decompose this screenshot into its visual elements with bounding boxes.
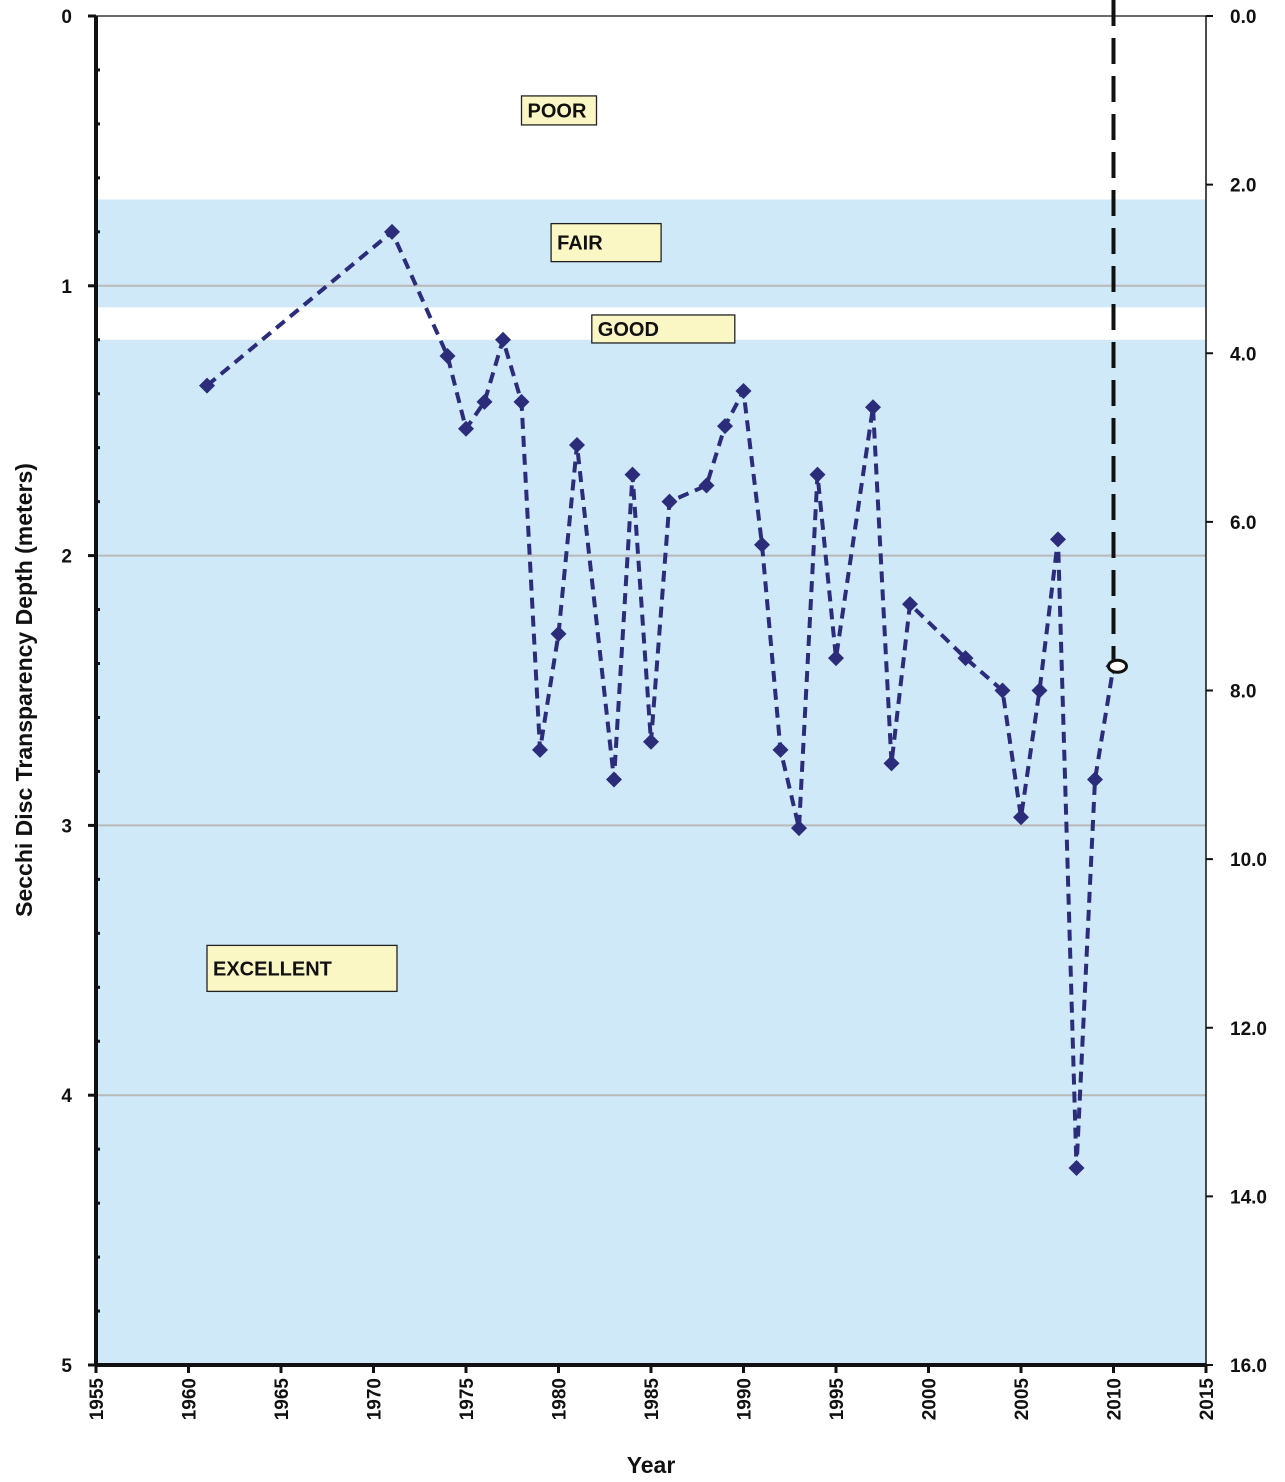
data-point [1087,771,1103,788]
x-axis-title: Year [627,1452,676,1478]
y-tick-label: 0 [61,7,72,28]
y2-tick-label: 4.0 [1230,344,1256,365]
data-point [1013,809,1029,826]
x-tick-label: 1955 [87,1378,108,1421]
series-group [199,223,1128,1177]
y-tick-label: 3 [61,816,72,837]
zone-excellent [96,339,1206,1365]
data-point [865,399,881,416]
zone-label-box-poor [520,95,598,126]
y2-tick-label: 10.0 [1230,850,1267,871]
zone-label-fair: FAIR [557,233,603,255]
zone-label-poor: POOR [528,100,587,122]
x-tick-label: 2015 [1197,1378,1218,1421]
data-point [1068,1160,1085,1177]
data-point [643,733,659,750]
data-point [735,383,752,400]
y2-tick-label: 6.0 [1230,513,1256,534]
y2-tick-label: 2.0 [1230,176,1256,197]
y2-tick-label: 14.0 [1230,1187,1267,1208]
data-point [754,536,770,553]
x-tick-label: 2000 [920,1378,941,1420]
y2-tick-label: 12.0 [1230,1019,1267,1040]
y2-tick-label: 0.0 [1230,7,1256,28]
data-point [772,741,789,758]
data-point [569,436,585,453]
data-point [384,223,400,240]
data-point [1050,531,1066,548]
x-tick-label: 1960 [180,1378,201,1420]
gridlines [96,284,1206,1097]
y-axis-title: Secchi Disc Transparency Depth (meters) [11,463,37,917]
data-point [532,741,548,758]
x-tick-label: 2005 [1012,1378,1033,1421]
y-tick-label: 4 [61,1086,72,1107]
x-tick-label: 1990 [735,1378,756,1420]
y-tick-label: 2 [61,547,72,568]
zone-label-box-good [591,314,736,344]
data-point [476,393,493,410]
tick-labels: 0 1 2 3 4 5 0.0 2.0 4.0 6.0 8.0 10.0 12.0 14.0 16.0 195… [61,7,1267,1420]
zone-label-box-excellent [206,944,398,993]
y-tick-label: 1 [61,277,72,298]
data-point [199,377,215,394]
data-point [661,493,678,510]
data-point [994,682,1011,699]
y2-tick-label: 8.0 [1230,682,1256,703]
data-point [1031,682,1048,699]
zone-poor [96,16,1206,200]
data-point [606,771,622,788]
data-point [439,347,456,364]
axes [88,14,1213,1373]
data-point [550,625,567,642]
x-tick-label: 1970 [365,1378,386,1420]
data-point [513,393,530,410]
y-tick-label: 5 [61,1356,72,1377]
data-point [828,650,844,667]
data-point [495,331,511,348]
data-point [791,820,807,837]
y2-tick-label: 16.0 [1230,1356,1267,1377]
zone-label-box-fair [550,222,662,263]
data-point [624,466,641,483]
data-point [698,477,715,494]
x-tick-label: 2010 [1105,1378,1126,1420]
data-point [458,420,474,437]
data-point [883,755,900,772]
highlight-point-2010 [1107,658,1128,674]
zone-label-good: GOOD [598,319,659,341]
data-point [809,466,826,483]
x-tick-label: 1965 [272,1378,293,1421]
data-point [717,418,733,435]
data-point [957,650,974,667]
quality-zones [96,16,1206,1365]
zone-label-excellent: EXCELLENT [213,958,332,980]
x-tick-label: 1995 [827,1378,848,1421]
x-tick-label: 1975 [457,1378,478,1421]
data-point [902,596,918,613]
x-tick-label: 1985 [642,1378,663,1421]
zone-labels: POOR FAIR GOOD EXCELLENT [206,95,736,993]
x-tick-label: 1980 [550,1378,571,1420]
